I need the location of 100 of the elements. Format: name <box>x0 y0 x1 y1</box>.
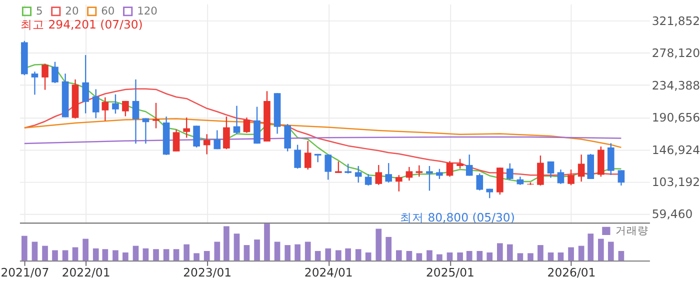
legend-label: 5 <box>36 4 43 18</box>
candlestick <box>132 78 140 144</box>
candlestick <box>406 166 413 182</box>
candlestick <box>446 160 454 178</box>
y-tick-label: 190,656 <box>652 110 700 125</box>
bar <box>476 250 483 261</box>
candlestick <box>568 168 574 186</box>
bar <box>436 254 442 261</box>
x-tick-label: 2022/01 <box>62 266 110 280</box>
bar <box>446 252 453 261</box>
bar <box>274 242 280 261</box>
y-tick-label: 321,852 <box>652 14 700 28</box>
candlestick <box>233 105 240 134</box>
bar <box>325 248 332 261</box>
candlestick <box>547 160 554 178</box>
bar <box>254 240 260 261</box>
bar <box>304 242 311 261</box>
candlestick <box>426 165 433 192</box>
x-tick-label: 2026/01 <box>547 266 596 280</box>
bar <box>517 253 524 261</box>
bar <box>558 252 564 261</box>
bar <box>598 238 604 261</box>
bar <box>568 247 574 261</box>
bar <box>365 252 372 261</box>
bar <box>608 242 614 261</box>
candlestick <box>416 164 423 178</box>
candlestick <box>31 71 38 96</box>
bar <box>376 228 382 261</box>
bar <box>52 250 58 261</box>
bar <box>396 250 402 261</box>
bar <box>497 243 503 261</box>
candlestick <box>82 54 89 114</box>
y-tick-label: 146,924 <box>652 142 700 157</box>
bar <box>72 247 78 261</box>
bar <box>416 253 422 261</box>
candlestick <box>607 142 614 176</box>
candlestick <box>304 140 312 170</box>
bar <box>132 246 139 261</box>
bar <box>42 246 48 261</box>
candlestick <box>122 100 129 117</box>
bar <box>588 234 594 261</box>
legend-label: 20 <box>65 4 79 18</box>
bar <box>112 250 118 261</box>
bar <box>214 242 220 261</box>
candlestick <box>436 168 443 180</box>
y-tick-label: 103,192 <box>652 175 700 190</box>
bar <box>345 248 351 261</box>
bar <box>355 249 362 261</box>
candlestick <box>557 168 564 184</box>
candlestick <box>254 106 260 144</box>
candlestick <box>324 154 332 180</box>
bar <box>184 244 190 261</box>
y-tick-label: 278,120 <box>652 46 700 60</box>
bar <box>82 238 88 261</box>
bar <box>32 242 38 261</box>
bar <box>102 249 108 261</box>
bar <box>294 244 300 261</box>
x-tick-label: 2021/07 <box>0 266 50 280</box>
candlestick <box>214 130 221 150</box>
candlestick <box>152 102 160 129</box>
candlestick <box>243 116 250 134</box>
bar <box>234 234 240 261</box>
candlestick <box>284 123 291 152</box>
candlestick <box>92 88 100 119</box>
bar <box>466 250 472 261</box>
bar <box>548 252 554 261</box>
bar <box>578 246 584 261</box>
bar <box>538 245 544 261</box>
y-tick-label: 59,460 <box>652 207 693 222</box>
bar <box>173 249 180 261</box>
bar <box>224 226 230 261</box>
candlestick <box>466 154 473 176</box>
x-tick-label: 2023/01 <box>183 266 232 280</box>
candlestick <box>476 172 484 191</box>
bar <box>426 250 432 261</box>
legend-label: 120 <box>137 4 158 18</box>
bar <box>314 250 321 261</box>
legend-label: 거래량 <box>615 224 648 237</box>
bar <box>506 244 513 261</box>
candlestick <box>375 164 382 186</box>
candlestick <box>294 144 301 170</box>
bar <box>163 249 170 261</box>
candlestick <box>364 174 372 186</box>
candlestick <box>102 96 109 122</box>
candlestick <box>42 63 48 90</box>
candlestick <box>223 116 230 150</box>
bar <box>336 250 342 261</box>
bar <box>62 250 68 261</box>
annotation: 최고 294,201 (07/30) <box>20 17 143 32</box>
bar <box>153 249 159 261</box>
candlestick <box>537 154 544 186</box>
x-tick-label: 2025/01 <box>426 266 474 280</box>
candlestick <box>354 165 362 184</box>
bar <box>244 245 250 261</box>
bar <box>486 252 493 261</box>
bar <box>386 236 392 261</box>
bar <box>142 248 149 261</box>
candlestick <box>193 125 200 148</box>
bar <box>528 253 534 261</box>
bar <box>194 253 200 261</box>
